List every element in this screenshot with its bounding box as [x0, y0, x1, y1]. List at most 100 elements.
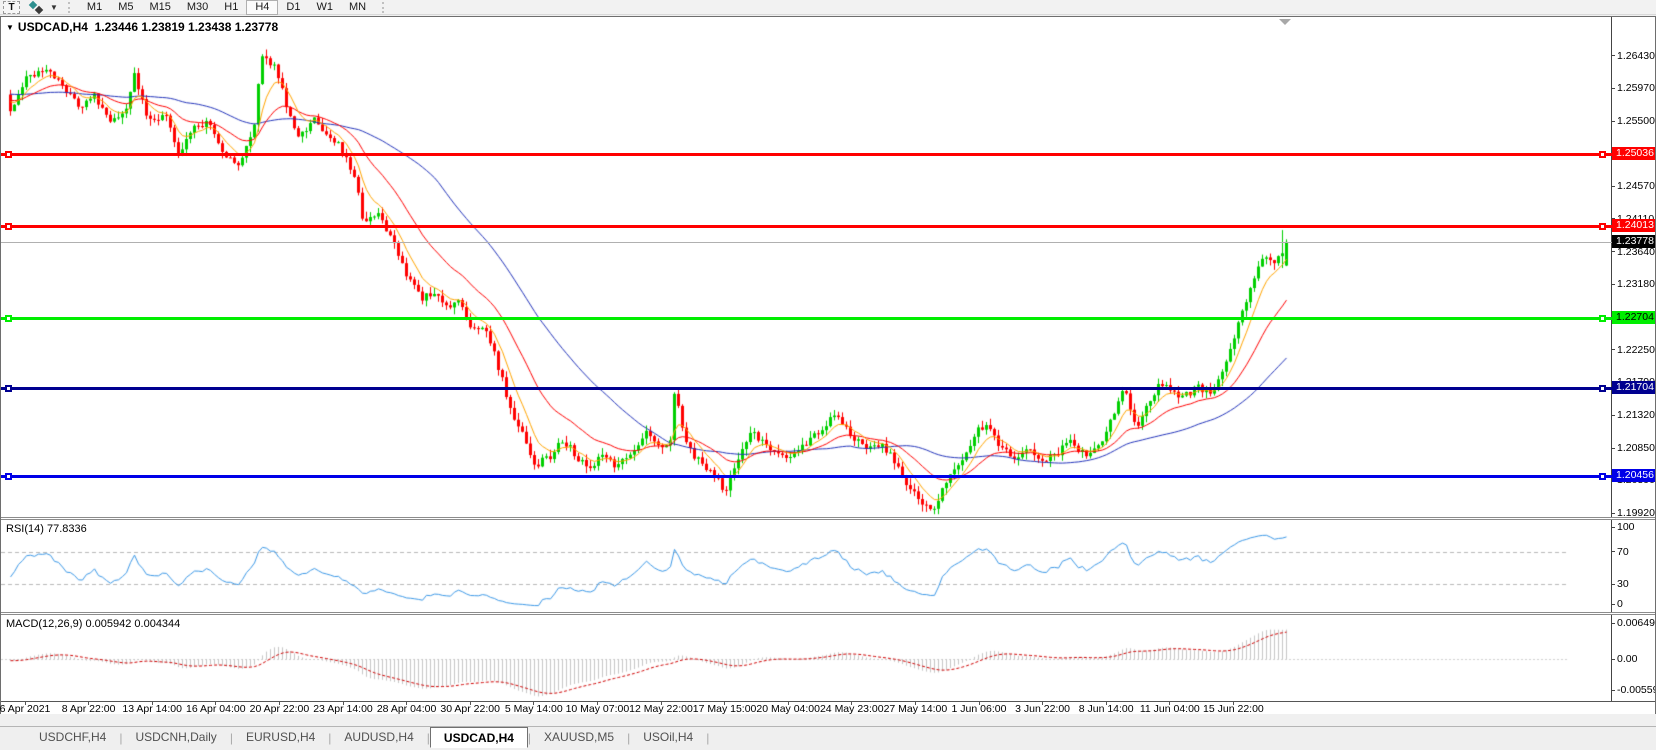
axis-tick-label: 1.21320: [1617, 409, 1655, 422]
timeframe-m15[interactable]: M15: [149, 1, 171, 13]
text-tool-button[interactable]: T: [3, 0, 20, 14]
tab-separator: |: [119, 731, 123, 745]
axis-tick-label: 1.25970: [1617, 82, 1655, 95]
horizontal-line[interactable]: [1, 314, 1612, 322]
price-chart-canvas[interactable]: [1, 17, 1612, 517]
time-axis-label: 1 Jun 06:00: [951, 703, 1007, 715]
axis-tick-label: -0.005593: [1617, 684, 1655, 697]
horizontal-line[interactable]: [1, 150, 1612, 158]
chevron-down-icon[interactable]: ▼: [50, 2, 58, 12]
line-anchor[interactable]: [1599, 222, 1606, 230]
chart-title: ▼ USDCAD,H4 1.23446 1.23819 1.23438 1.237…: [6, 20, 278, 34]
timeframe-h4[interactable]: H4: [246, 0, 279, 15]
timeframe-w1[interactable]: W1: [316, 1, 333, 13]
styler-icon[interactable]: [28, 0, 44, 14]
tab-xauusd-m5[interactable]: XAUUSD,M5: [544, 730, 615, 744]
horizontal-line[interactable]: [1, 222, 1612, 230]
tab-separator: |: [426, 731, 430, 745]
axis-tick-mark: [1611, 584, 1615, 585]
axis-tick-mark: [1611, 513, 1615, 514]
current-price-line: [1, 242, 1612, 244]
toolbar-separator: [67, 1, 71, 13]
timeframe-m30[interactable]: M30: [186, 1, 209, 13]
tab-usdcnh-daily[interactable]: USDCNH,Daily: [135, 730, 217, 744]
line-anchor[interactable]: [5, 150, 12, 158]
time-tick-mark: [1233, 702, 1234, 705]
rsi-label: RSI(14) 77.8336: [6, 523, 87, 535]
time-tick-mark: [279, 702, 280, 705]
timeframe-m5[interactable]: M5: [118, 1, 134, 13]
time-axis-label: 27 May 14:00: [883, 703, 948, 715]
price-badge: 1.21704: [1612, 381, 1655, 395]
timeframe-d1[interactable]: D1: [286, 1, 301, 13]
time-tick-mark: [406, 702, 407, 705]
time-tick-mark: [851, 702, 852, 705]
rsi-canvas[interactable]: [1, 520, 1612, 612]
rsi-axis[interactable]: 100 70 30 0: [1611, 520, 1655, 612]
time-axis-label: 5 May 14:00: [504, 703, 563, 715]
price-panel: ▼ USDCAD,H4 1.23446 1.23819 1.23438 1.237…: [1, 17, 1655, 517]
tab-audusd-h4[interactable]: AUDUSD,H4: [344, 730, 414, 744]
time-axis-label: 24 May 23:00: [819, 703, 884, 715]
window-gap: [0, 714, 1656, 726]
panel-splitter[interactable]: [1, 517, 1655, 520]
horizontal-line[interactable]: [1, 385, 1612, 393]
tab-usdcad-h4[interactable]: USDCAD,H4: [429, 727, 528, 748]
axis-tick-mark: [1611, 88, 1615, 89]
timeframe-buttons: M1 M5 M15 M30 H1 H4 D1 W1 MN: [79, 0, 374, 15]
price-badge: 1.20456: [1612, 468, 1655, 482]
tab-separator: |: [527, 731, 532, 745]
panel-splitter[interactable]: [1, 612, 1655, 615]
time-tick-mark: [979, 702, 980, 705]
tab-separator: |: [627, 731, 631, 745]
axis-tick-mark: [1611, 659, 1615, 660]
price-badge: 1.23778: [1612, 235, 1655, 249]
horizontal-line[interactable]: [1, 472, 1612, 480]
line-anchor[interactable]: [1599, 385, 1606, 393]
price-badge: 1.24013: [1612, 218, 1655, 232]
macd-panel: MACD(12,26,9) 0.005942 0.004344 0.006491…: [1, 615, 1655, 701]
tab-separator: |: [706, 731, 710, 745]
line-anchor[interactable]: [5, 314, 12, 322]
time-axis-label: 12 May 22:00: [629, 703, 693, 715]
time-tick-mark: [915, 702, 916, 705]
timeframe-mn[interactable]: MN: [348, 1, 367, 13]
time-tick-mark: [597, 702, 598, 705]
diamond-icon: [34, 5, 44, 14]
time-axis-label: 16 Apr 04:00: [186, 703, 246, 715]
price-axis[interactable]: 1.264301.259701.255001.245701.241101.236…: [1611, 17, 1655, 517]
line-anchor[interactable]: [1599, 150, 1606, 158]
chart-shift-marker-icon[interactable]: [1279, 19, 1291, 25]
macd-canvas[interactable]: [1, 615, 1612, 701]
line-anchor[interactable]: [5, 222, 12, 230]
axis-tick-label: 100: [1617, 521, 1635, 533]
line-anchor[interactable]: [1599, 314, 1606, 322]
time-axis-label: 17 May 15:00: [692, 703, 757, 715]
chart-window: ▼ USDCAD,H4 1.23446 1.23819 1.23438 1.237…: [0, 16, 1656, 715]
time-axis[interactable]: 6 Apr 2021 8 Apr 22:00 13 Apr 14:00 16 Apr …: [0, 701, 1655, 715]
tab-usdchf-h4[interactable]: USDCHF,H4: [39, 730, 107, 744]
axis-tick-label: 0: [1617, 598, 1623, 610]
tab-usoil-h4[interactable]: USOil,H4: [643, 730, 694, 744]
line-anchor[interactable]: [1599, 472, 1606, 480]
line-anchor[interactable]: [5, 472, 12, 480]
line-anchor[interactable]: [5, 385, 12, 393]
symbol-menu-icon[interactable]: ▼: [6, 23, 14, 32]
macd-axis[interactable]: 0.006491 0.00 -0.005593: [1611, 615, 1655, 701]
time-tick-mark: [661, 702, 662, 705]
axis-tick-mark: [1611, 604, 1615, 605]
time-axis-label: 3 Jun 22:00: [1015, 703, 1071, 715]
tab-eurusd-h4[interactable]: EURUSD,H4: [245, 730, 316, 744]
axis-tick-mark: [1611, 121, 1615, 122]
timeframe-m1[interactable]: M1: [86, 1, 103, 13]
price-badge: 1.25036: [1612, 146, 1655, 160]
time-tick-mark: [343, 702, 344, 705]
time-axis-label: 20 May 04:00: [756, 703, 820, 715]
axis-tick-mark: [1611, 623, 1615, 624]
axis-tick-mark: [1611, 551, 1615, 552]
axis-tick-mark: [1611, 527, 1615, 528]
toolbar-separator: [382, 1, 385, 13]
axis-tick-mark: [1611, 55, 1615, 56]
timeframe-h1[interactable]: H1: [224, 1, 239, 13]
